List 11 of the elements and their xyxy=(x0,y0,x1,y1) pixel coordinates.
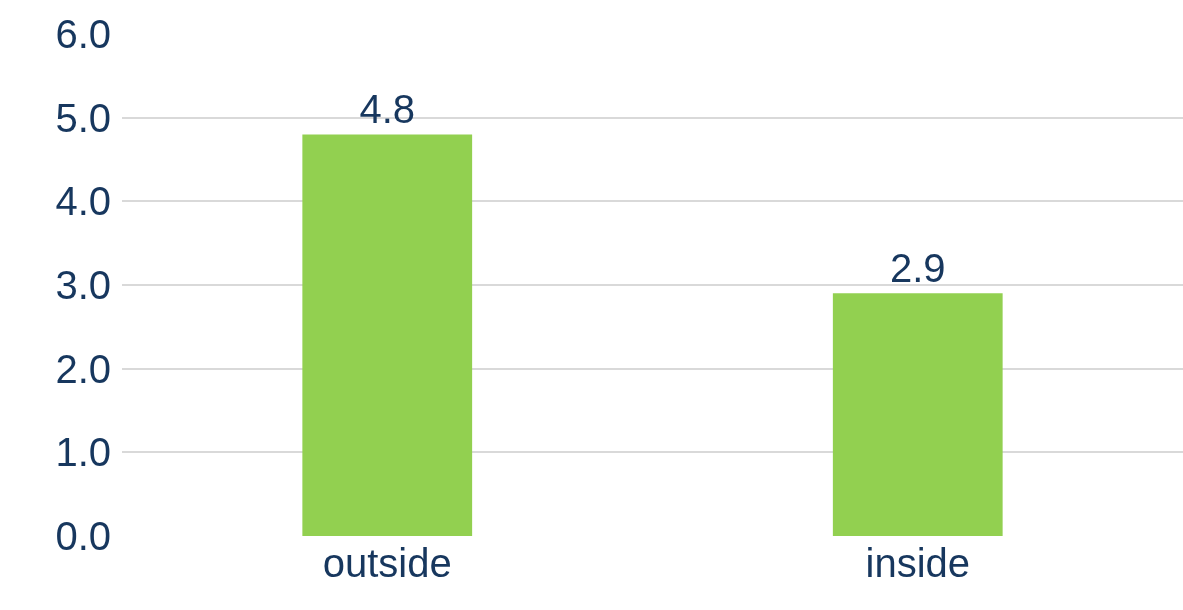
y-tick-label: 3.0 xyxy=(55,263,111,307)
data-label: 4.8 xyxy=(359,87,416,132)
x-tick-label: inside xyxy=(865,541,971,585)
data-label: 2.9 xyxy=(889,246,946,291)
y-tick-label: 2.0 xyxy=(55,346,111,391)
y-tick-label: 6.0 xyxy=(55,12,111,56)
x-tick-label: outside xyxy=(322,541,452,585)
y-tick-label: 0.0 xyxy=(55,514,111,558)
y-tick-label: 4.0 xyxy=(55,179,111,224)
y-tick-label: 5.0 xyxy=(55,95,111,140)
y-tick-label: 1.0 xyxy=(55,430,111,475)
